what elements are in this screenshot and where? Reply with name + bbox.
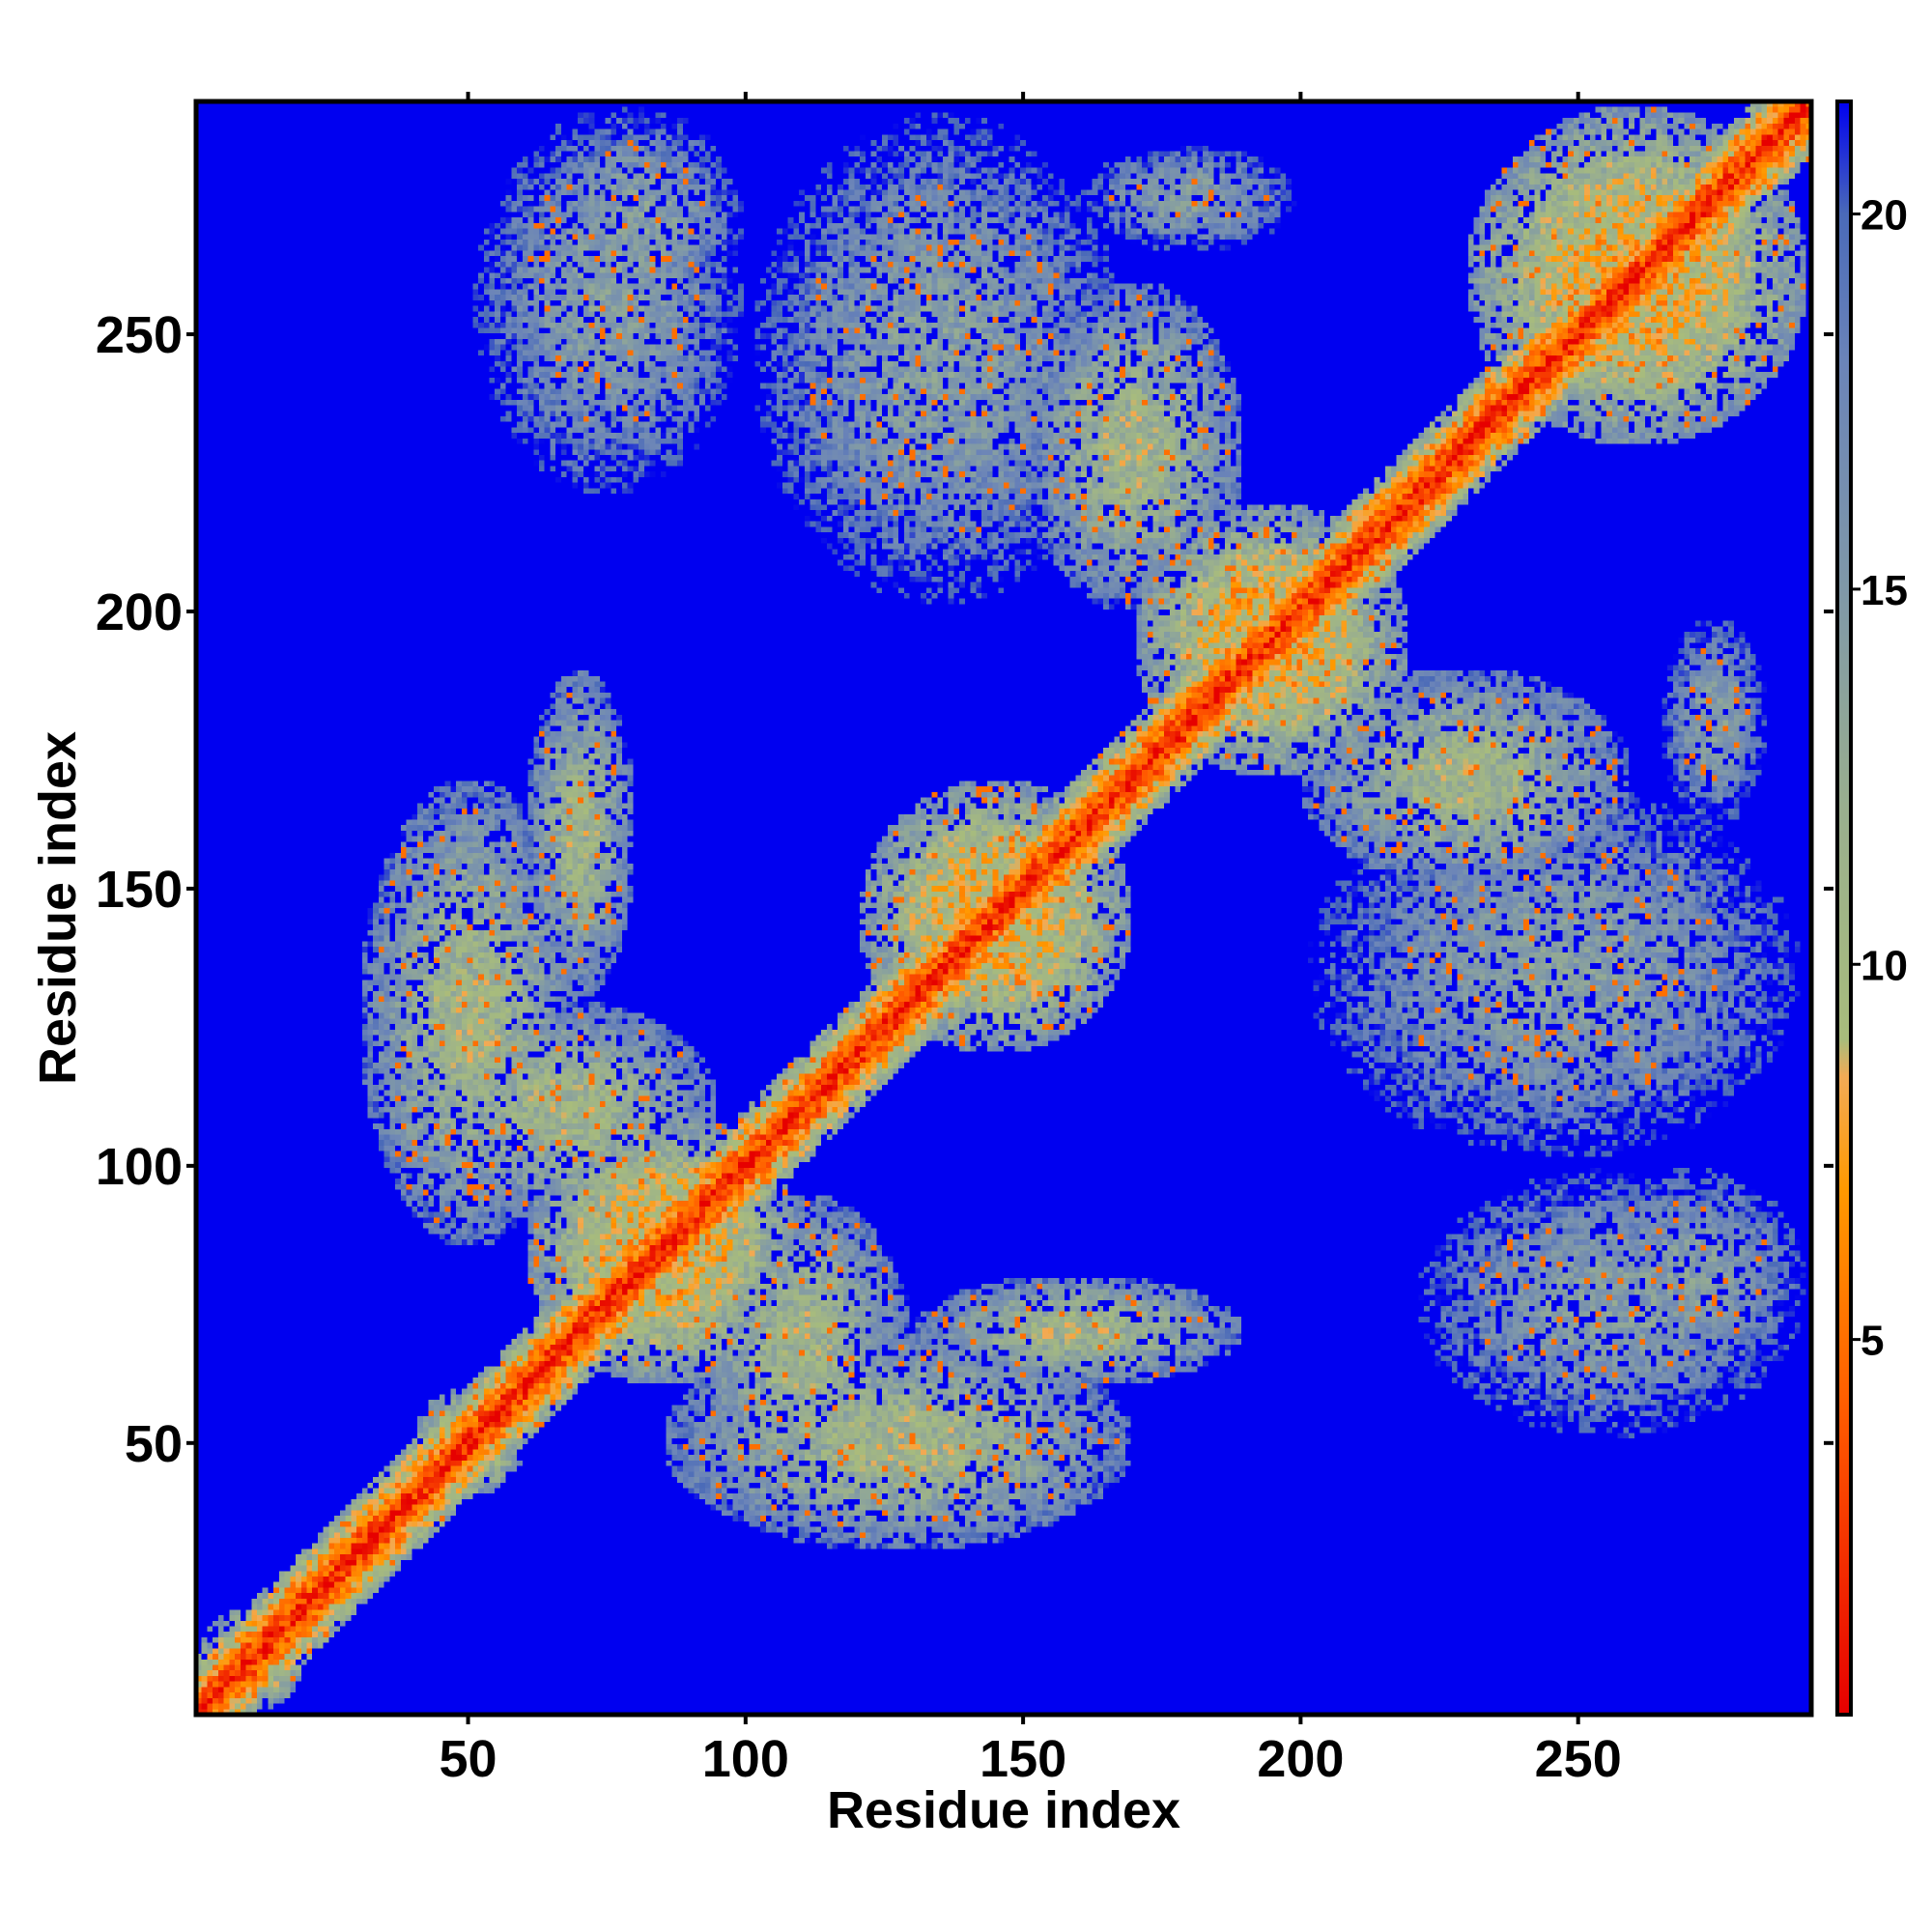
x-tick-label: 50 bbox=[440, 1730, 497, 1788]
y-tick-label: 50 bbox=[125, 1415, 183, 1473]
colorbar-tick-label: 10 bbox=[1861, 942, 1908, 989]
plot-frame bbox=[193, 99, 1814, 1718]
colorbar-ticks: 5 10 15 20 bbox=[1851, 192, 1908, 1365]
y-tick-label: 250 bbox=[96, 306, 183, 364]
y-tick-label: 150 bbox=[96, 861, 183, 919]
y-axis-title: Residue index bbox=[29, 731, 87, 1085]
y-axis-ticks: 50 100 150 200 250 bbox=[96, 306, 1833, 1473]
colorbar-tick-label: 15 bbox=[1861, 567, 1908, 614]
x-tick-label: 200 bbox=[1257, 1730, 1344, 1788]
heatmap-raster bbox=[196, 101, 1811, 1715]
x-tick-label: 100 bbox=[702, 1730, 789, 1788]
y-tick-label: 100 bbox=[96, 1138, 183, 1196]
colorbar bbox=[1835, 99, 1853, 1717]
colorbar-tick-label: 20 bbox=[1861, 192, 1908, 240]
colorbar-tick-label: 5 bbox=[1861, 1318, 1884, 1365]
y-tick-label: 200 bbox=[96, 583, 183, 641]
x-axis-title: Residue index bbox=[827, 1781, 1180, 1839]
x-tick-label: 250 bbox=[1535, 1730, 1622, 1788]
x-axis-ticks: 50 100 150 200 250 bbox=[440, 92, 1622, 1788]
x-tick-label: 150 bbox=[980, 1730, 1066, 1788]
heatmap-cells bbox=[196, 101, 1811, 1715]
